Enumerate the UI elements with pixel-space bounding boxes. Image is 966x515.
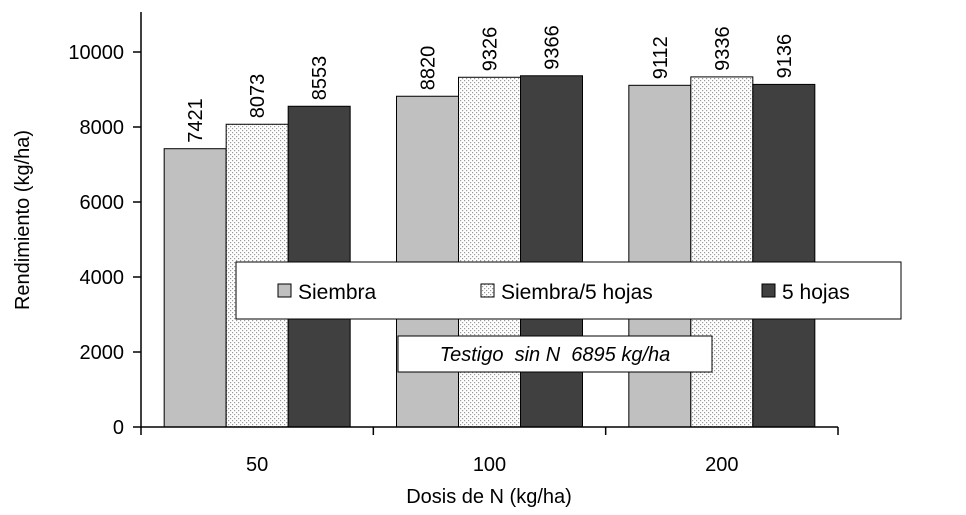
bar-5-hojas-100 [520, 75, 583, 428]
bar-5-hojas-200 [752, 83, 816, 428]
bar-siembra-5-hojas-200 [690, 76, 754, 428]
y-axis-title: Rendimiento (kg/ha) [12, 130, 34, 310]
y-tick-label: 0 [113, 417, 124, 439]
y-tick-label: 10000 [68, 42, 124, 64]
y-tick-label: 8000 [80, 117, 125, 139]
x-tick-label-100: 100 [473, 454, 506, 476]
annotation-box: Testigo sin N 6895 kg/ha [397, 335, 713, 373]
y-tick-label: 6000 [80, 192, 125, 214]
data-label-siembra-100: 8820 [418, 46, 440, 91]
x-tick-label-200: 200 [705, 454, 738, 476]
bar-siembra-200 [628, 84, 692, 428]
y-tick-label: 2000 [80, 342, 125, 364]
y-ticks-group: 0 2000 4000 6000 8000 10000 [68, 42, 141, 439]
bars-group [163, 75, 816, 428]
data-label-5-hojas-50: 8553 [309, 56, 331, 101]
legend-swatch-5-hojas [761, 283, 776, 298]
data-label-siembra-5-hojas-50: 8073 [247, 74, 269, 119]
x-axis-title: Dosis de N (kg/ha) [406, 486, 572, 508]
y-tick-label: 4000 [80, 267, 125, 289]
data-label-5-hojas-200: 9136 [774, 34, 796, 79]
bar-siembra-50 [163, 148, 227, 428]
legend-swatch-siembra-5-hojas [480, 283, 495, 298]
annotation-text: Testigo sin N 6895 kg/ha [440, 344, 671, 366]
data-label-siembra-5-hojas-200: 9336 [712, 26, 734, 71]
bar-siembra-5-hojas-100 [458, 76, 521, 428]
legend-label-siembra: Siembra [298, 281, 377, 304]
x-tick-label-50: 50 [246, 454, 268, 476]
legend-box [235, 261, 902, 320]
legend-label-siembra-5-hojas: Siembra/5 hojas [501, 281, 653, 304]
x-ticks-group: 50 100 200 [140, 427, 839, 476]
data-label-5-hojas-100: 9366 [542, 25, 564, 70]
data-label-siembra-50: 7421 [185, 98, 207, 143]
data-label-siembra-5-hojas-100: 9326 [480, 27, 502, 72]
legend-swatch-siembra [277, 283, 292, 298]
legend-label-5-hojas: 5 hojas [782, 281, 850, 304]
data-label-siembra-200: 9112 [650, 36, 672, 79]
legend: Siembra Siembra/5 hojas 5 hojas [235, 261, 902, 320]
data-labels-group: 7421 8073 8553 8820 9326 9366 9112 9336 9136 [185, 25, 796, 142]
